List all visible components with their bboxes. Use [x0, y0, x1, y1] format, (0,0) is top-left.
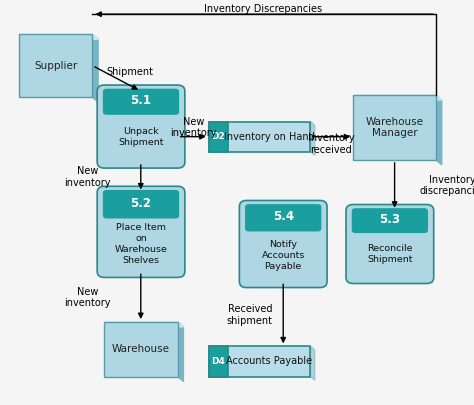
Polygon shape	[436, 95, 442, 165]
Text: 5.3: 5.3	[379, 213, 401, 226]
Text: New
inventory: New inventory	[170, 117, 217, 139]
Text: Shipment: Shipment	[107, 67, 154, 77]
Polygon shape	[178, 322, 183, 382]
Polygon shape	[353, 211, 432, 215]
Polygon shape	[104, 91, 183, 96]
FancyBboxPatch shape	[245, 204, 321, 232]
Text: Inventory Discrepancies: Inventory Discrepancies	[204, 4, 322, 14]
Text: 5.4: 5.4	[273, 211, 294, 224]
Polygon shape	[104, 192, 183, 197]
Bar	[104, 322, 178, 377]
Text: Place Item
on
Warehouse
Shelves: Place Item on Warehouse Shelves	[115, 223, 167, 265]
Bar	[209, 346, 228, 377]
Text: Warehouse: Warehouse	[112, 344, 170, 354]
Text: Unpack
Shipment: Unpack Shipment	[118, 127, 164, 147]
Polygon shape	[19, 34, 98, 39]
Polygon shape	[178, 91, 183, 167]
Polygon shape	[246, 207, 326, 211]
FancyBboxPatch shape	[352, 208, 428, 233]
Polygon shape	[353, 95, 442, 100]
Polygon shape	[310, 122, 315, 156]
Polygon shape	[310, 346, 315, 380]
Text: New
inventory: New inventory	[64, 166, 111, 188]
Polygon shape	[104, 322, 183, 327]
Text: Inventory on Hand: Inventory on Hand	[224, 132, 314, 142]
Bar	[19, 34, 92, 97]
FancyBboxPatch shape	[103, 89, 179, 115]
Text: Received
shipment: Received shipment	[227, 304, 273, 326]
Text: Inventory
received: Inventory received	[308, 133, 354, 155]
Polygon shape	[320, 207, 326, 286]
Text: Supplier: Supplier	[34, 61, 77, 71]
Text: New
inventory: New inventory	[64, 287, 111, 309]
Polygon shape	[92, 34, 98, 102]
Text: 5.1: 5.1	[130, 94, 152, 107]
Text: D2: D2	[211, 132, 225, 141]
FancyBboxPatch shape	[97, 85, 185, 168]
Text: Notify
Accounts
Payable: Notify Accounts Payable	[262, 240, 305, 271]
Text: Reconcile
Shipment: Reconcile Shipment	[367, 244, 412, 264]
FancyBboxPatch shape	[239, 200, 327, 288]
FancyBboxPatch shape	[97, 186, 185, 277]
Text: Accounts Payable: Accounts Payable	[226, 356, 312, 367]
Text: Warehouse
Manager: Warehouse Manager	[365, 117, 424, 139]
FancyBboxPatch shape	[103, 190, 179, 219]
Polygon shape	[427, 211, 432, 282]
Text: D4: D4	[211, 357, 225, 366]
Bar	[209, 122, 310, 152]
Bar	[353, 95, 436, 160]
Bar	[209, 122, 228, 152]
Polygon shape	[178, 192, 183, 276]
Text: Inventory
discrepancies: Inventory discrepancies	[419, 175, 474, 196]
Text: 5.2: 5.2	[130, 197, 152, 210]
FancyBboxPatch shape	[346, 205, 434, 284]
Bar	[209, 346, 310, 377]
